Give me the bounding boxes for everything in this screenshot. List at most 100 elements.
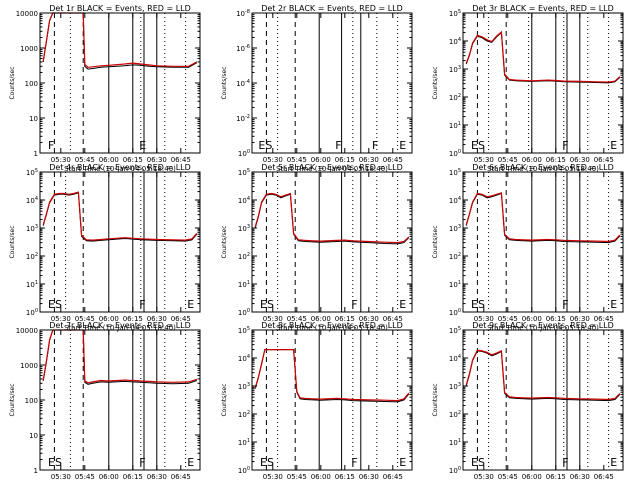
annotation-label: F <box>562 298 568 311</box>
y-tick-label: 10-8 <box>236 9 250 18</box>
y-tick-label: 10-4 <box>236 79 250 88</box>
plot-frame <box>39 329 201 471</box>
x-tick-label: 06:45 <box>383 315 403 323</box>
chart-title: Det 3r BLACK = Events, RED = LLD <box>472 4 614 13</box>
annotation-label: F <box>562 456 568 469</box>
x-tick-label: 05:45 <box>498 156 518 164</box>
x-tick-label: 06:45 <box>171 156 191 164</box>
annotation-label: ES <box>471 298 485 311</box>
y-tick-label: 104 <box>238 354 250 363</box>
y-tick-label: 1 <box>34 150 38 158</box>
x-tick-label: 06:15 <box>546 473 566 480</box>
y-tick-label: 10 <box>29 432 38 440</box>
y-axis-label: Counts/sec <box>9 66 16 99</box>
x-tick-label: 05:30 <box>51 156 71 164</box>
chart-panel-6: Det 6r BLACK = Events, RED = LLD 100 101 10… <box>432 163 624 332</box>
y-tick-label: 105 <box>449 326 461 335</box>
annotation-label: ES <box>258 139 272 152</box>
annotation-label: ES <box>48 456 62 469</box>
annotation-label: ES <box>260 298 274 311</box>
y-tick-label: 10000 <box>16 327 38 335</box>
annotation-label: F <box>139 298 145 311</box>
events-series-line <box>254 193 410 245</box>
plot-frame <box>39 12 201 154</box>
chart-panel-2: Det 2r BLACK = Events, RED = LLD 100 10-2 1… <box>221 4 413 173</box>
annotation-label: E <box>610 139 617 152</box>
events-series-line <box>42 192 198 242</box>
x-tick-label: 06:15 <box>123 315 143 323</box>
y-tick-label: 10-2 <box>236 114 250 123</box>
x-tick-label: 05:30 <box>474 473 494 480</box>
y-tick-label: 104 <box>449 354 461 363</box>
y-tick-label: 102 <box>449 93 461 102</box>
y-axis-label: Counts/sec <box>432 225 439 258</box>
x-tick-label: 06:00 <box>311 156 331 164</box>
y-tick-label: 103 <box>449 382 461 391</box>
x-tick-label: 06:00 <box>99 315 119 323</box>
chart-panel-8: Det 8r BLACK = Events, RED = LLD 100 101 10… <box>221 321 413 480</box>
y-tick-label: 102 <box>449 410 461 419</box>
y-tick-label: 100 <box>238 308 250 317</box>
chart-title: Det 2r BLACK = Events, RED = LLD <box>261 4 403 13</box>
y-tick-label: 10000 <box>16 10 38 18</box>
y-axis-label: Counts/sec <box>9 383 16 416</box>
x-axis-label: Start Time (10-Jan-04 05:18:40) <box>276 165 388 173</box>
x-tick-label: 06:45 <box>171 473 191 480</box>
y-tick-label: 10 <box>29 115 38 123</box>
annotation-label: F <box>351 456 357 469</box>
x-tick-label: 06:00 <box>311 315 331 323</box>
x-tick-label: 06:45 <box>171 315 191 323</box>
y-tick-label: 102 <box>449 252 461 261</box>
x-tick-label: 06:15 <box>546 315 566 323</box>
events-series-line <box>254 349 410 403</box>
x-tick-label: 06:00 <box>522 156 542 164</box>
y-tick-label: 104 <box>449 196 461 205</box>
x-tick-label: 06:00 <box>99 473 119 480</box>
x-tick-label: 05:45 <box>498 315 518 323</box>
chart-panel-9: Det 9r BLACK = Events, RED = LLD 100 101 10… <box>432 321 624 480</box>
x-axis-label: Start Time (10-Jan-04 05:18:40) <box>487 324 599 332</box>
y-tick-label: 103 <box>449 65 461 74</box>
x-tick-label: 05:45 <box>498 473 518 480</box>
lld-series-line <box>42 12 198 68</box>
y-tick-label: 104 <box>238 196 250 205</box>
lld-series-line <box>42 329 197 384</box>
plot-frame <box>462 171 624 313</box>
x-tick-label: 05:45 <box>75 156 95 164</box>
annotation-label: E <box>610 456 617 469</box>
y-tick-label: 101 <box>26 280 38 289</box>
x-tick-label: 05:45 <box>75 473 95 480</box>
chart-panel-5: Det 5r BLACK = Events, RED = LLD 100 101 10… <box>221 163 413 332</box>
x-tick-label: 05:30 <box>51 473 71 480</box>
x-tick-label: 06:15 <box>546 156 566 164</box>
y-tick-label: 102 <box>238 410 250 419</box>
x-tick-label: 06:30 <box>359 315 379 323</box>
chart-panel-4: Det 4r BLACK = Events, RED = LLD 100 101 10… <box>9 163 201 332</box>
y-tick-label: 100 <box>449 308 461 317</box>
events-series-line <box>465 192 621 244</box>
x-axis-label: Start Time (10-Jan-04 05:18:40) <box>64 324 176 332</box>
x-tick-label: 05:45 <box>75 315 95 323</box>
y-tick-label: 100 <box>238 466 250 475</box>
x-tick-label: 06:15 <box>335 156 355 164</box>
y-tick-label: 101 <box>449 121 461 130</box>
y-tick-label: 105 <box>449 9 461 18</box>
x-tick-label: 06:15 <box>123 473 143 480</box>
x-tick-label: 05:30 <box>263 156 283 164</box>
x-tick-label: 05:30 <box>263 473 283 480</box>
x-tick-label: 06:15 <box>335 315 355 323</box>
x-tick-label: 06:45 <box>594 315 614 323</box>
annotation-label: F <box>562 139 568 152</box>
y-axis-label: Counts/sec <box>221 383 228 416</box>
plot-frame <box>462 12 624 154</box>
x-tick-label: 05:30 <box>474 315 494 323</box>
y-tick-label: 1000 <box>20 45 38 53</box>
x-tick-label: 06:30 <box>147 473 167 480</box>
plot-frame <box>39 171 201 313</box>
y-tick-label: 100 <box>25 397 38 405</box>
x-tick-label: 06:15 <box>335 473 355 480</box>
plot-frame <box>251 12 413 154</box>
x-tick-label: 05:30 <box>474 156 494 164</box>
y-tick-label: 103 <box>26 224 38 233</box>
events-series-line <box>42 329 197 385</box>
